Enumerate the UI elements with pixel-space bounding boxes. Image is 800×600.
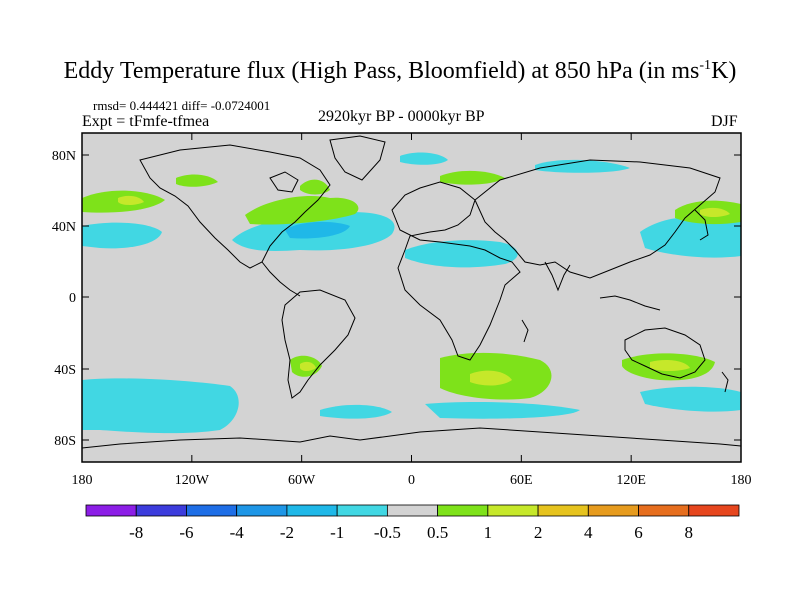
lat-tick-label: 80S [54, 434, 76, 449]
coast-greenland [329, 135, 386, 181]
coast-antarctica [82, 427, 741, 449]
colorbar-box [386, 504, 439, 517]
colorbar-label: 8 [685, 523, 694, 542]
colorbar-label: -6 [179, 523, 193, 542]
contour-neg-south-atlantic [320, 404, 392, 419]
coast-india [544, 261, 571, 292]
colorbar-box [537, 504, 589, 517]
lat-tick-label: 40N [52, 220, 76, 235]
contour-pos-hudson [300, 179, 330, 195]
contour-pos-east-asia-core [700, 207, 730, 217]
colorbar: -8 -6 -4 -2 -1 -0.5 0.5 1 2 4 6 8 [85, 504, 740, 542]
colorbar-label: -1 [330, 523, 344, 542]
coastlines [82, 135, 741, 449]
colorbar-label: -8 [129, 523, 143, 542]
coast-central-america [261, 261, 301, 297]
coast-asia [474, 159, 721, 279]
season-label: DJF [711, 113, 738, 130]
experiment-label: Expt = tFmfe-tfmea [82, 113, 210, 130]
contour-neg-north-atlantic-core [285, 221, 350, 239]
colorbar-box [336, 504, 388, 517]
colorbar-label: 1 [484, 523, 493, 542]
coast-japan [694, 209, 709, 241]
coast-indonesia [599, 295, 661, 311]
contour-pos-north-pacific-core [118, 195, 144, 205]
colorbar-box [638, 504, 690, 517]
contour-neg-mediterranean [405, 240, 518, 268]
colorbar-box [85, 504, 137, 517]
contour-neg-north-pacific [82, 222, 162, 249]
colorbar-box [688, 504, 740, 517]
colorbar-box [587, 504, 639, 517]
coast-europe-africa [391, 181, 521, 361]
lon-tick-label: 0 [408, 473, 415, 488]
lon-tick-label: 120E [616, 473, 646, 488]
period-label: 2920kyr BP - 0000kyr BP [318, 108, 485, 125]
colorbar-box [135, 504, 187, 517]
colorbar-label: 2 [534, 523, 543, 542]
colorbar-box [286, 504, 338, 517]
contour-pos-south-indian-core [470, 370, 512, 386]
contour-pos-arctic-canada [176, 174, 218, 187]
contour-neg-south-of-australia [640, 386, 741, 412]
contour-pos-australia-core [650, 360, 690, 371]
colorbar-label: 4 [584, 523, 593, 542]
lon-tick-label: 180 [72, 473, 93, 488]
colorbar-box [186, 504, 238, 517]
lon-tick-label: 60E [510, 473, 533, 488]
contour-pos-north-america [245, 195, 359, 225]
colorbar-label: 0.5 [427, 523, 448, 542]
lon-tick-label: 60W [288, 473, 316, 488]
colorbar-label: -0.5 [374, 523, 401, 542]
contour-neg-south-pacific [82, 378, 239, 434]
axis-ticks: 80N 40N 0 40S 80S 180 120W 60W 0 60E 120E 180 [52, 133, 752, 488]
coast-hudson-bay [269, 171, 299, 193]
lon-tick-label: 120W [175, 473, 210, 488]
lat-tick-label: 0 [69, 291, 76, 306]
coast-south-america [281, 289, 356, 399]
coast-new-zealand [721, 371, 729, 393]
map-title: Eddy Temperature flux (High Pass, Bloomf… [63, 58, 737, 84]
colorbar-box [437, 504, 489, 517]
contour-neg-asia-north [535, 159, 630, 173]
colorbar-box [236, 504, 288, 517]
colorbar-label: 6 [634, 523, 643, 542]
lat-tick-label: 40S [54, 363, 76, 378]
stats-text: rmsd= 0.444421 diff= -0.0724001 [93, 98, 271, 113]
colorbar-label: -2 [280, 523, 294, 542]
coast-madagascar [521, 319, 529, 343]
lon-tick-label: 180 [731, 473, 752, 488]
contour-neg-greenland [400, 152, 448, 165]
colorbar-label: -4 [230, 523, 245, 542]
contour-pos-patagonia-core [300, 361, 316, 371]
lat-tick-label: 80N [52, 149, 76, 164]
flux-contours [82, 152, 741, 434]
contour-pos-north-atlantic-high [440, 170, 505, 185]
contour-neg-asia-pacific [640, 216, 741, 258]
coast-north-america [139, 144, 331, 269]
coast-australia [624, 327, 706, 379]
colorbar-box [487, 504, 539, 517]
contour-neg-south-indian [425, 402, 580, 419]
